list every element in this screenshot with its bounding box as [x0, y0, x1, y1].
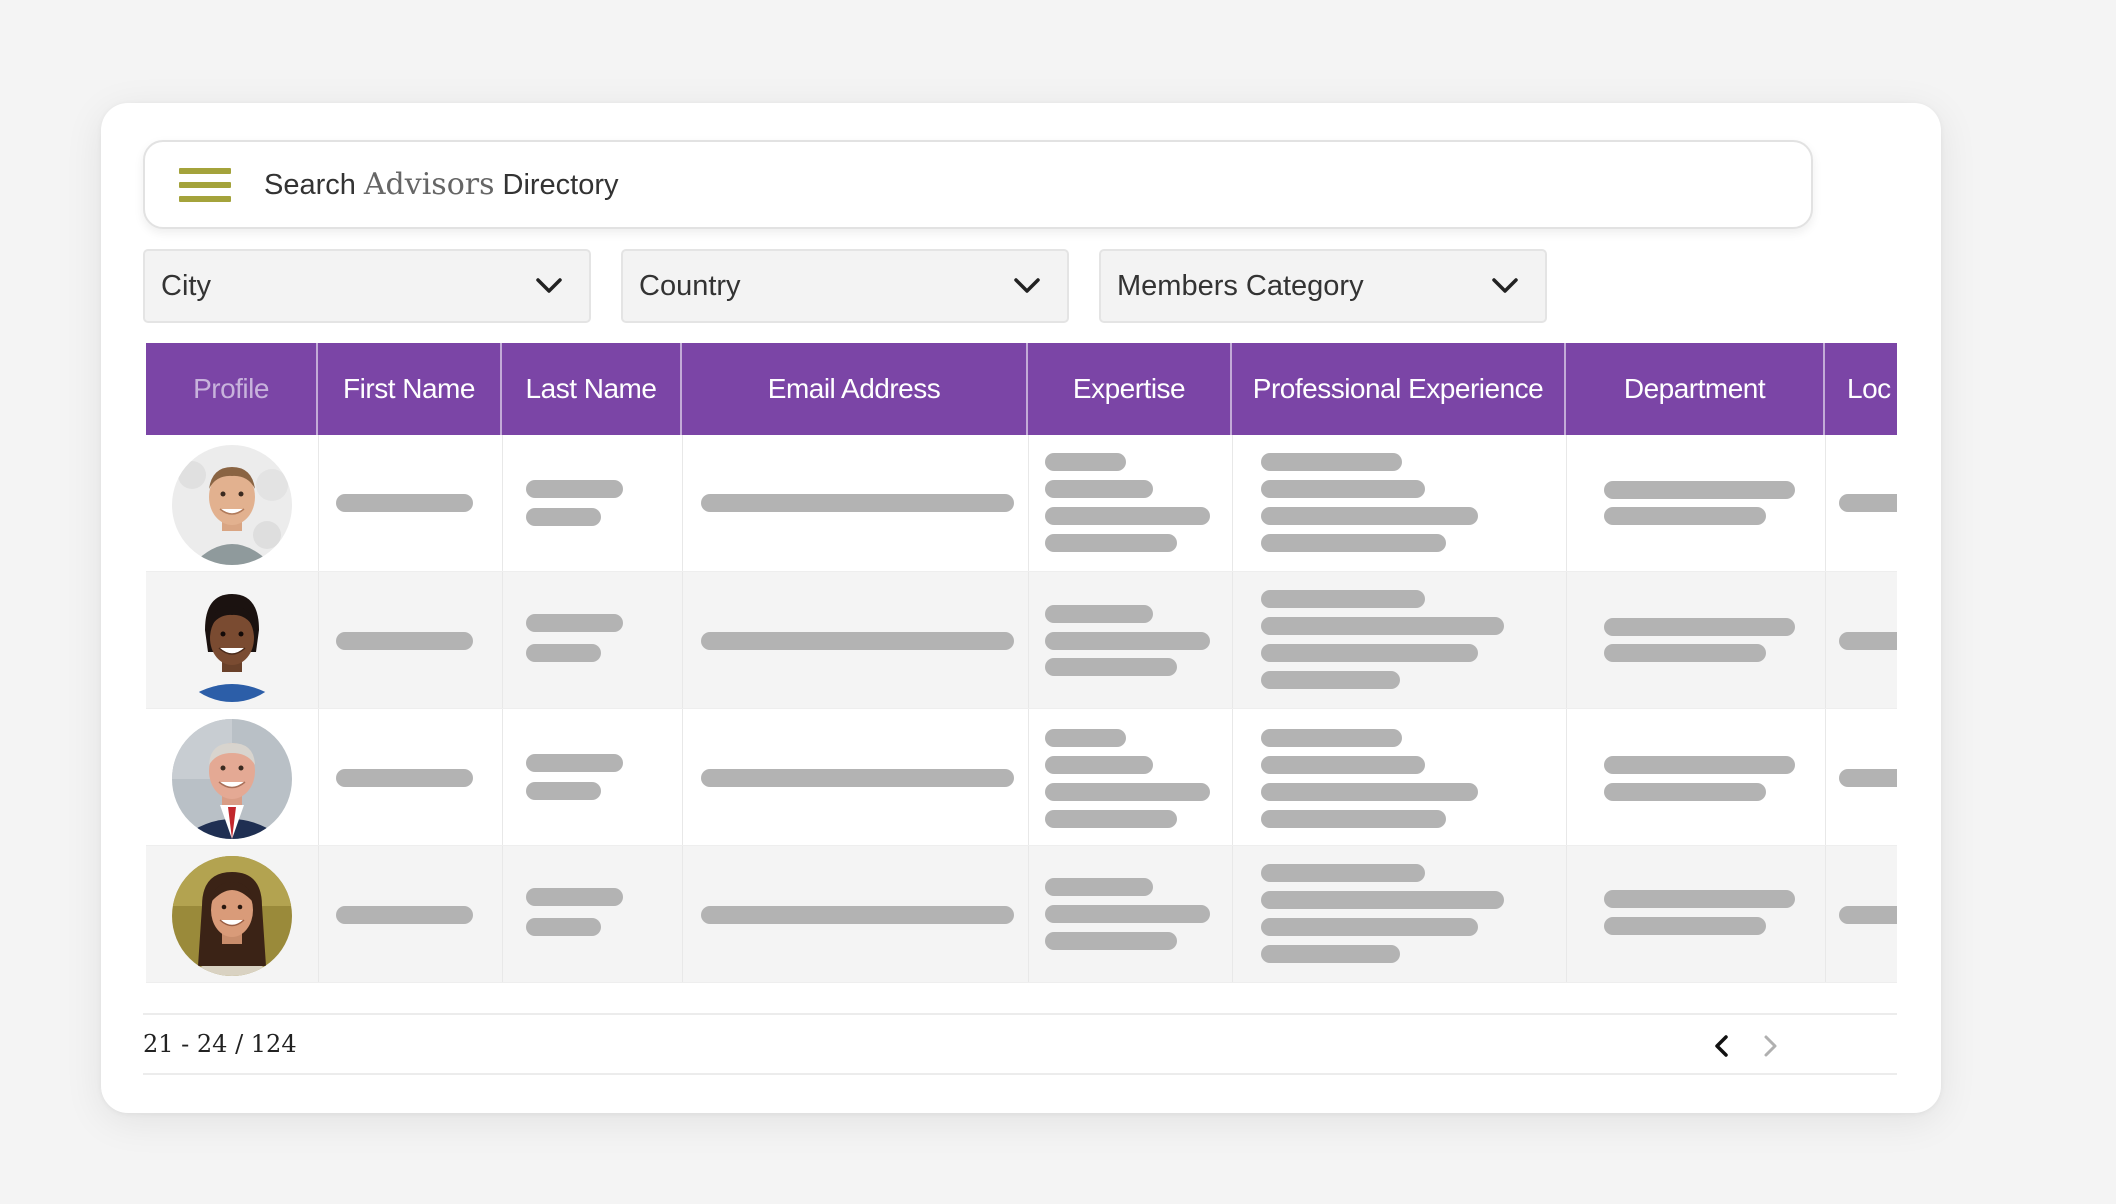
chevron-down-icon [1492, 278, 1518, 293]
table-row[interactable] [146, 435, 1897, 572]
column-header-profile[interactable]: Profile [146, 343, 318, 435]
column-header-email[interactable]: Email Address [682, 343, 1028, 435]
search-bar[interactable]: Search Advisors Directory [143, 140, 1813, 229]
advisors-table: Profile First Name Last Name Email Addre… [146, 343, 1897, 983]
search-word-2: Advisors [363, 167, 495, 202]
members-category-dropdown-label: Members Category [1117, 269, 1364, 302]
avatar-woman-long-hair[interactable] [172, 856, 292, 976]
column-header-last-name[interactable]: Last Name [502, 343, 682, 435]
table-row[interactable] [146, 572, 1897, 709]
country-dropdown[interactable]: Country [621, 249, 1069, 323]
members-category-dropdown[interactable]: Members Category [1099, 249, 1547, 323]
search-word-3: Directory [502, 169, 619, 201]
table-header: Profile First Name Last Name Email Addre… [146, 343, 1897, 435]
table-row[interactable] [146, 709, 1897, 846]
avatar-woman-smiling-blue-top[interactable] [172, 582, 292, 702]
column-header-expertise[interactable]: Expertise [1028, 343, 1232, 435]
column-header-department[interactable]: Department [1566, 343, 1825, 435]
table-row[interactable] [146, 846, 1897, 983]
chevron-left-icon[interactable] [1710, 1033, 1734, 1059]
city-dropdown-label: City [161, 269, 211, 302]
hamburger-icon[interactable] [179, 167, 231, 202]
directory-card: Search Advisors Directory City Country M… [101, 103, 1941, 1113]
city-dropdown[interactable]: City [143, 249, 591, 323]
pagination-range: 21 - 24 / 124 [143, 1030, 297, 1058]
column-header-location[interactable]: Loc [1847, 373, 1891, 404]
chevron-down-icon [1014, 278, 1040, 293]
chevron-right-icon[interactable] [1758, 1033, 1782, 1059]
column-header-professional-experience[interactable]: Professional Experience [1232, 343, 1566, 435]
search-word-1: Search [264, 169, 356, 201]
country-dropdown-label: Country [639, 269, 741, 302]
search-placeholder[interactable]: Search Advisors Directory [264, 167, 619, 202]
avatar-man-suit-red-tie[interactable] [172, 719, 292, 839]
table-footer: 21 - 24 / 124 [143, 1013, 1897, 1075]
chevron-down-icon [536, 278, 562, 293]
avatar-man-smiling-gray-shirt[interactable] [172, 445, 292, 565]
column-header-first-name[interactable]: First Name [318, 343, 502, 435]
